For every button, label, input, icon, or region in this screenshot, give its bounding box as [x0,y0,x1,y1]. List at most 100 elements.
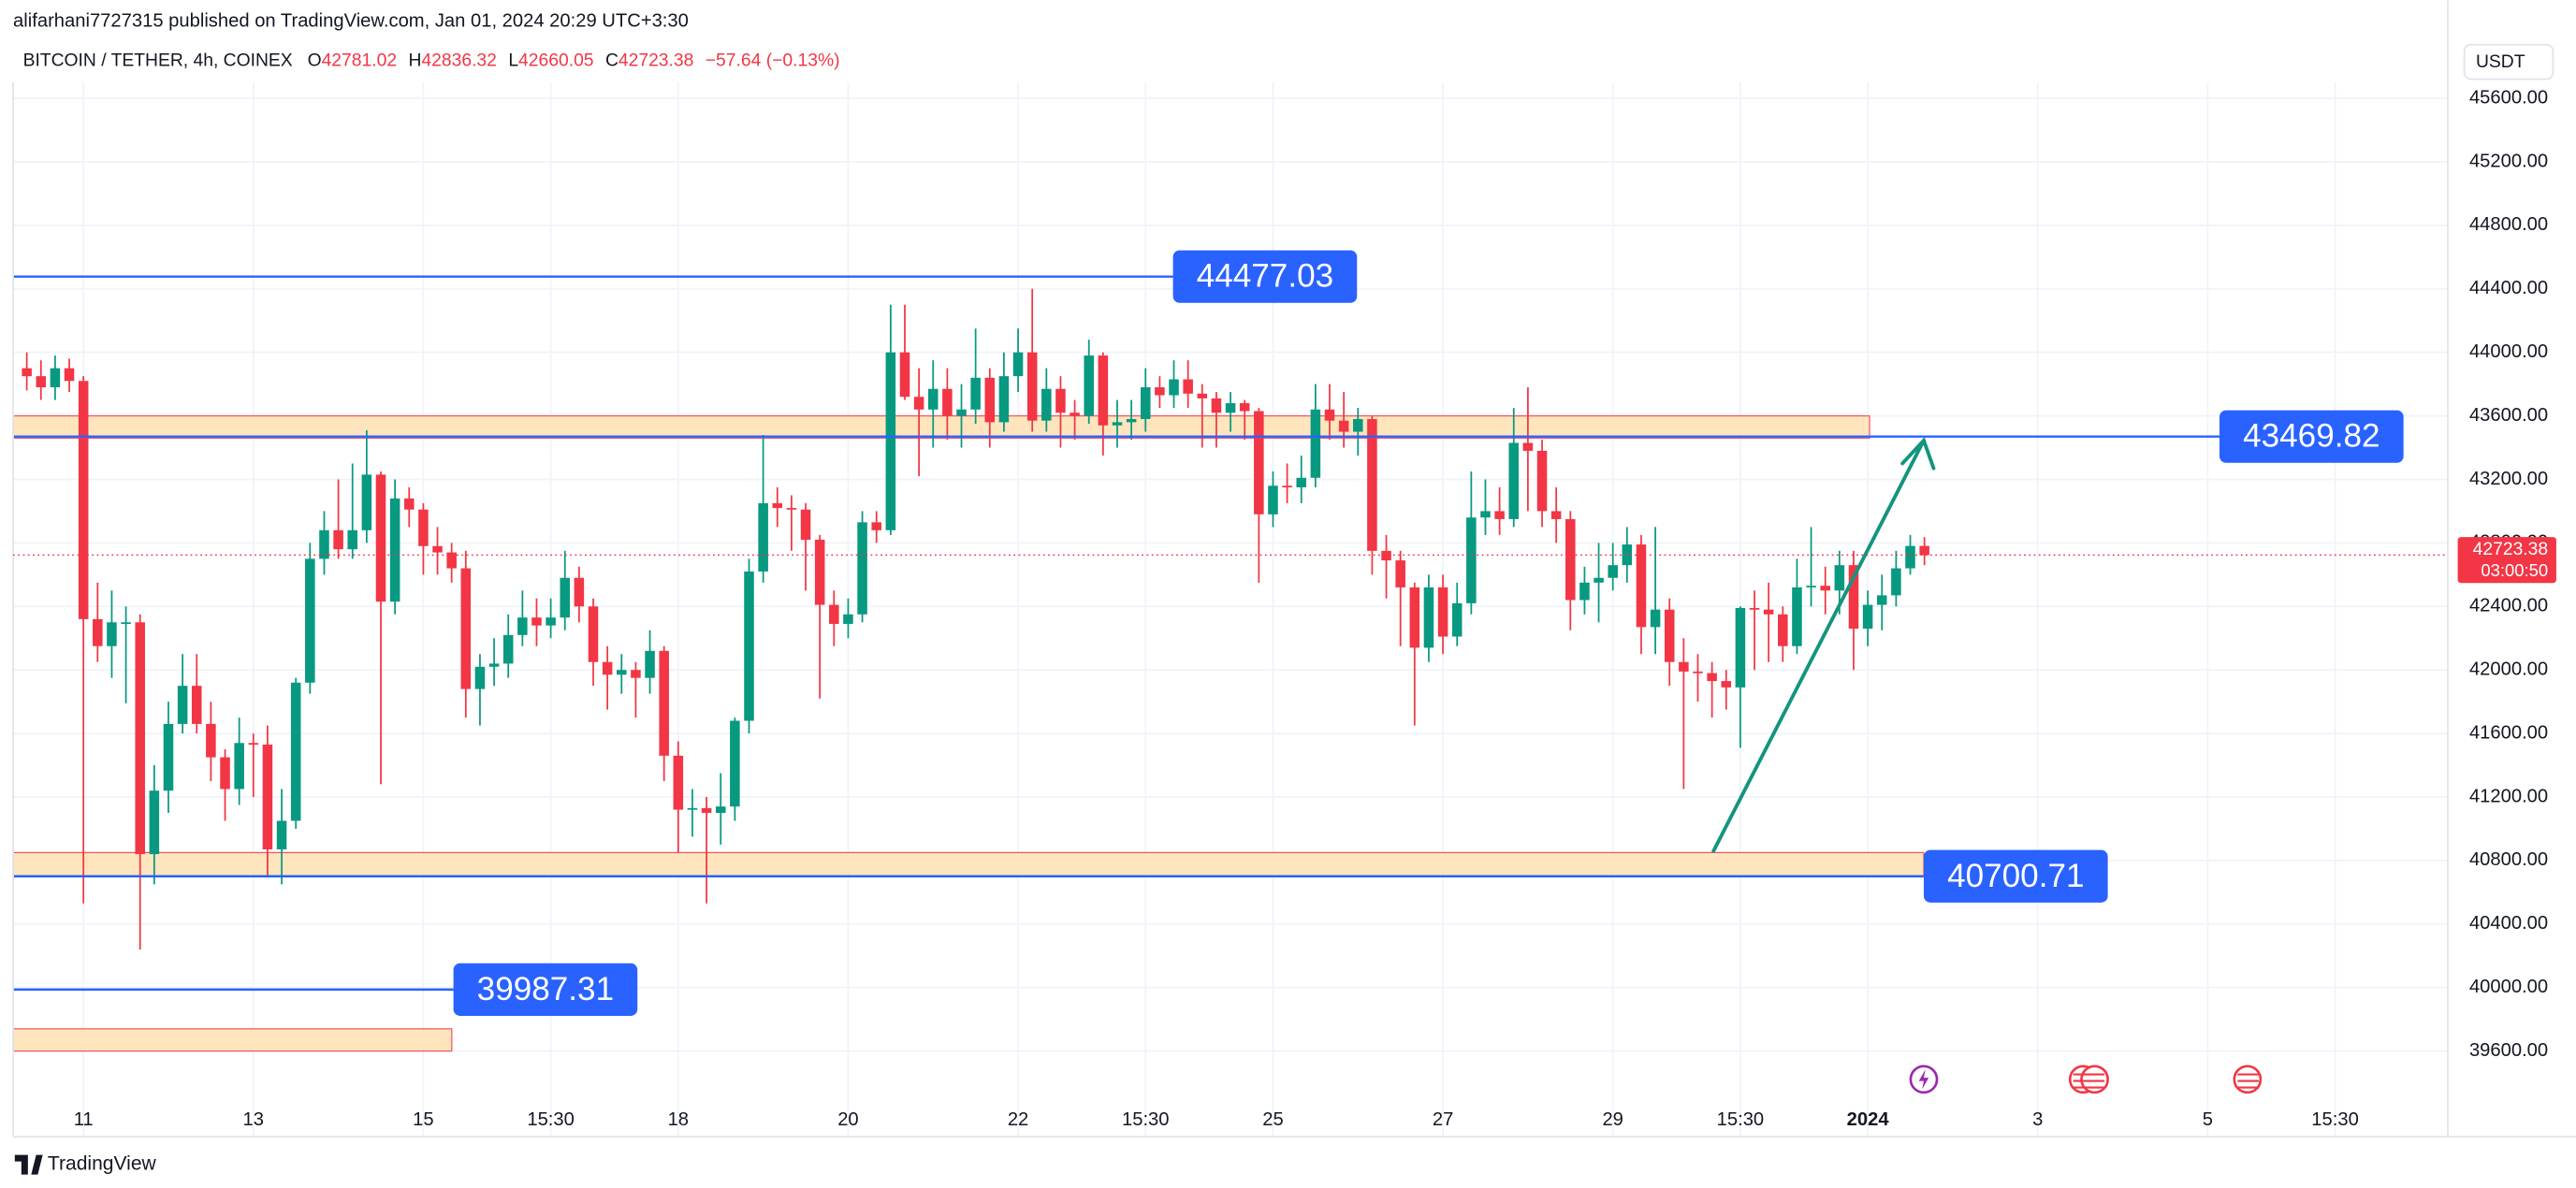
candle-body [234,743,244,790]
candle-body [1480,511,1491,518]
candle-body [1338,420,1349,432]
candle-body [1834,565,1845,591]
arrow-head [1900,437,1936,471]
zone [12,851,1925,877]
candle-body [1466,517,1477,603]
candle-body [389,498,400,602]
candle-body [942,388,953,416]
y-tick-label: 44800.00 [2469,214,2548,235]
candle-body [1423,587,1434,648]
ohlc-value: 42836.32 [421,51,497,70]
candle-body [1749,607,1760,610]
candle-body [560,577,571,618]
candle-body [1310,409,1321,478]
candle-body [956,409,967,416]
ohlc-key: O [308,51,322,70]
candle-body [1169,379,1179,396]
candle-body [744,571,754,721]
candle-body [1437,587,1448,637]
x-tick-label: 25 [1262,1109,1283,1130]
candle-body [1876,595,1887,605]
candle-body [502,634,514,664]
change: −57.64 (−0.13%) [706,51,840,70]
candle-body [843,614,853,624]
candle-body [163,723,174,791]
level-box [2219,410,2404,463]
candle-body [1721,681,1732,688]
x-tick-label: 15:30 [1122,1109,1170,1130]
currency-button[interactable]: USDT [2463,43,2554,80]
candle-body [1693,671,1703,674]
candle-body [984,377,996,423]
candles [22,288,1929,949]
candle-body [1012,352,1024,377]
candle-body [1070,413,1080,416]
level-label: 44477.03 [1197,258,1333,295]
levels: 44477.03 43469.82 40700.71 39987.31 [13,250,2404,1016]
arrow-shaft [1711,438,1926,853]
candle-body [22,368,32,377]
x-tick-label: 15:30 [1717,1109,1765,1130]
event-icon[interactable] [2080,1065,2109,1094]
candle-body [1282,485,1292,488]
x-tick-label: 2024 [1847,1109,1890,1130]
candle-body [1891,568,1901,596]
level-box [453,963,638,1016]
x-tick-label: 15:30 [527,1109,575,1130]
x-tick-label: 5 [2203,1109,2213,1130]
candle-body [588,606,599,662]
level-box [1172,250,1358,303]
candle-body [1239,402,1250,412]
trend-arrow [1711,437,1936,853]
x-tick-label: 29 [1602,1109,1623,1130]
y-tick-label: 43600.00 [2469,405,2548,426]
candle-body [248,743,259,746]
candle-body [1862,604,1873,630]
candle-body [701,807,712,813]
currency-box[interactable] [2463,43,2554,80]
candle-body [347,529,357,550]
event-icon[interactable] [2233,1065,2263,1094]
candle-body [1608,565,1618,578]
candle-body [602,661,613,675]
candle-body [361,474,372,530]
candle-body [574,577,585,607]
candle-body [531,617,542,626]
candle-body [1707,673,1717,682]
candle-body [78,381,89,619]
candle-body [1650,609,1661,628]
zones [12,414,1925,1052]
x-tick-label: 18 [668,1109,689,1130]
candle-body [177,686,188,724]
level-label: 40700.71 [1947,858,2084,894]
candle-body [191,686,202,724]
candle-body [64,368,75,382]
y-tick-label: 44400.00 [2469,278,2548,298]
candle-body [36,376,47,388]
level-box [1923,849,2108,903]
brand: TradingView [14,1153,157,1175]
candle-body [290,682,301,821]
candle-body [730,720,740,807]
candle-body [375,474,386,602]
candle-body [1919,545,1929,556]
event-flag [2073,1073,2260,1089]
currency[interactable]: USDT [2476,52,2525,72]
candle-body [107,622,117,646]
ohlc-key: H [408,51,421,70]
candle-body [871,522,881,530]
event-bolt [1918,1069,1929,1090]
candle-body [1367,418,1377,551]
candle-body [333,529,343,550]
candle-body [1550,511,1562,519]
candle-body [206,723,216,758]
y-tick-label: 41600.00 [2469,722,2548,743]
candle-body [786,508,797,510]
candle-body [1679,661,1689,672]
candle-body [93,618,103,646]
ohlc-value: 42781.02 [322,51,398,70]
candle-body [546,617,556,626]
